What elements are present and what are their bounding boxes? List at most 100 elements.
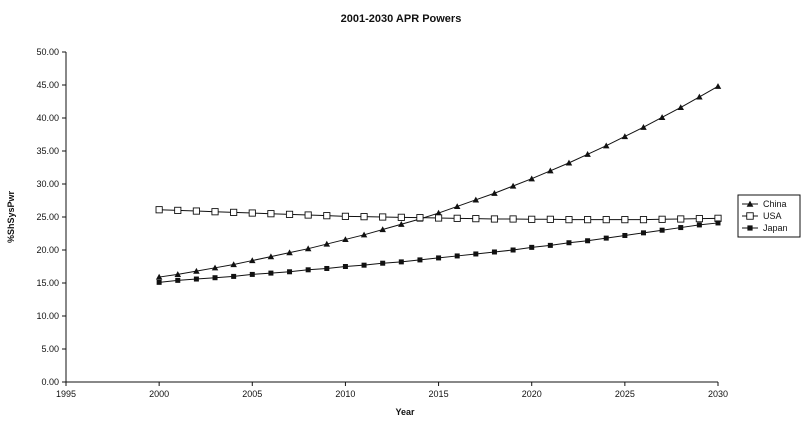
data-point-china: [342, 236, 349, 243]
data-point-japan: [249, 271, 255, 277]
data-point-usa: [304, 211, 312, 219]
x-tick-label: 2025: [615, 389, 635, 399]
data-point-usa: [285, 210, 294, 218]
data-point-china: [528, 175, 535, 182]
data-point-china: [714, 83, 722, 89]
y-tick-label: 45.00: [36, 80, 59, 90]
data-point-japan: [324, 265, 330, 271]
data-point-usa: [174, 206, 182, 214]
data-point-usa: [528, 215, 536, 223]
data-point-usa: [267, 210, 275, 218]
data-point-china: [230, 261, 237, 268]
data-point-china: [472, 196, 480, 203]
data-point-usa: [379, 213, 387, 221]
data-point-japan: [436, 255, 442, 261]
data-point-japan: [417, 257, 423, 263]
data-point-usa: [360, 213, 368, 221]
x-tick-label: 2010: [335, 389, 355, 399]
y-tick-label: 30.00: [36, 179, 59, 189]
legend-item-china: China: [742, 199, 787, 209]
x-tick-label: 2005: [242, 389, 262, 399]
data-point-japan: [529, 244, 535, 250]
y-tick-label: 35.00: [36, 146, 59, 156]
y-tick-label: 20.00: [36, 245, 59, 255]
legend-label-usa: USA: [763, 211, 782, 221]
data-point-china: [174, 271, 182, 278]
data-point-japan: [398, 259, 404, 265]
data-point-japan: [380, 260, 386, 266]
data-point-japan: [510, 247, 516, 253]
data-point-china: [435, 209, 442, 216]
data-point-usa: [434, 214, 443, 222]
data-point-china: [696, 93, 703, 100]
chart-title: 2001-2030 APR Powers: [341, 13, 462, 25]
data-point-usa: [695, 215, 703, 223]
legend-marker-usa: [746, 212, 754, 220]
x-tick-label: 2020: [522, 389, 542, 399]
x-axis: 1995 2000 2005 2010 2015 2020 2025 2030: [56, 381, 728, 399]
data-point-china: [211, 264, 219, 271]
y-tick-label: 10.00: [36, 311, 59, 321]
data-point-china: [584, 151, 591, 157]
y-tick-label: 5.00: [41, 344, 59, 354]
x-tick-label: 2015: [429, 389, 449, 399]
series-japan: [156, 220, 721, 285]
data-point-japan: [491, 249, 497, 255]
x-axis-label: Year: [395, 407, 415, 417]
data-point-china: [286, 249, 293, 256]
data-point-china: [323, 240, 331, 247]
legend-label-china: China: [763, 199, 787, 209]
data-point-japan: [566, 240, 572, 246]
data-point-japan: [659, 227, 665, 233]
data-point-usa: [472, 215, 480, 223]
legend: China USA Japan: [737, 194, 801, 238]
data-point-japan: [585, 238, 591, 244]
y-axis: 0.00 5.00 10.00 15.00 20.00 25.00 30.00 35.00 40…: [36, 47, 67, 387]
data-point-japan: [696, 222, 702, 228]
legend-marker-japan: [747, 225, 753, 231]
data-point-japan: [342, 264, 348, 269]
data-point-china: [304, 245, 312, 252]
legend-label-japan: Japan: [763, 223, 788, 233]
data-point-china: [658, 114, 666, 120]
data-point-japan: [622, 232, 628, 238]
data-point-china: [249, 257, 256, 264]
data-point-usa: [397, 213, 405, 221]
series-usa: [155, 206, 722, 224]
data-point-usa: [677, 215, 685, 223]
data-point-china: [193, 267, 200, 274]
series-layer: [155, 83, 722, 285]
data-point-japan: [212, 275, 218, 281]
data-point-china: [491, 189, 498, 196]
data-point-china: [565, 159, 573, 166]
data-point-usa: [490, 215, 499, 223]
data-point-japan: [454, 253, 460, 259]
data-point-japan: [156, 279, 162, 285]
data-point-usa: [621, 216, 629, 224]
data-point-usa: [323, 212, 331, 220]
data-point-usa: [230, 208, 238, 216]
data-point-japan: [473, 251, 479, 257]
data-point-usa: [211, 208, 219, 216]
data-point-usa: [658, 215, 666, 223]
data-point-japan: [231, 273, 237, 279]
x-tick-label: 2030: [708, 389, 728, 399]
data-point-china: [155, 273, 163, 280]
data-point-japan: [268, 270, 274, 276]
data-point-china: [398, 221, 405, 227]
data-point-usa: [248, 209, 256, 217]
data-point-china: [640, 123, 647, 130]
data-point-usa: [341, 212, 350, 220]
y-tick-label: 50.00: [36, 47, 59, 57]
data-point-usa: [584, 216, 592, 224]
legend-item-japan: Japan: [742, 223, 788, 233]
data-point-usa: [546, 215, 554, 223]
data-point-japan: [287, 269, 293, 275]
data-point-japan: [678, 225, 684, 231]
legend-marker-china: [746, 200, 754, 207]
data-point-china: [677, 104, 684, 111]
data-point-japan: [640, 230, 646, 236]
y-tick-label: 0.00: [41, 377, 59, 387]
y-tick-label: 40.00: [36, 113, 59, 123]
